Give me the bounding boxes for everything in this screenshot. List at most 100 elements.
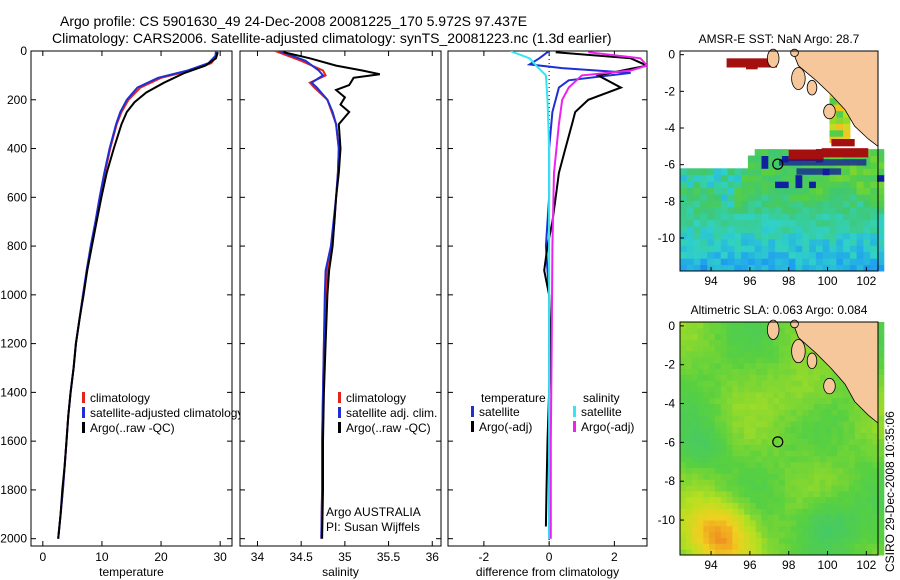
sla-cell [825,391,832,399]
sla-cell [802,380,809,387]
sst-cell [822,174,830,182]
sla-cell [808,456,815,463]
sla-cell [796,543,803,550]
sst-cell [802,219,810,227]
sla-cell [854,403,861,410]
sla-cell [685,327,693,335]
sla-cell [866,496,873,503]
sla-cell [691,456,698,463]
sla-cell [779,391,786,399]
sst-cell [693,168,701,176]
sst-cell [870,245,878,253]
sst-cell [856,245,864,253]
sla-cell [878,327,885,335]
sla-cell [732,421,739,428]
sla-cell [866,485,873,492]
sla-cell [709,531,716,538]
sla-cell [767,496,774,503]
sst-cell [686,187,695,195]
sst-cell [802,264,810,272]
sst-cell [768,149,776,156]
sla-cell [831,374,838,381]
sst-cell [714,219,722,227]
sla-cell [685,444,693,451]
sla-cell [738,327,745,335]
sla-cell [808,514,815,521]
sla-cell [790,490,797,498]
sst-cell [775,161,783,169]
sla-cell [703,461,710,469]
difference-series-line [549,51,647,539]
sla-cell [703,356,710,364]
sla-cell [878,415,885,422]
sst-cell [714,226,722,233]
sla-cell [813,485,821,492]
sst-cell [768,200,776,208]
side-timestamp: CSIRO 29-Dec-2008 10:35:06 [883,411,897,572]
sla-cell [709,444,716,451]
sla-cell [726,386,733,393]
sst-cell [680,181,688,189]
sla-cell [773,450,780,457]
sla-cell [738,479,745,486]
sla-cell [825,531,832,538]
sla-cell [866,461,873,469]
temperature-legend-entry-swatch [82,392,85,403]
sla-cell [773,368,780,375]
sla-cell [779,479,786,486]
sst-cell [680,200,688,208]
sst-cell [686,264,695,272]
salinity-annotation-line2: PI: Susan Wijffels [326,520,420,534]
sla-cell [843,525,850,533]
sla-cell [808,479,815,486]
sst-cell [761,200,769,208]
sla-cell [767,444,774,451]
sla-cell [691,508,698,515]
salinity-xtick-label: 35 [338,550,352,564]
sla-cell [709,380,716,387]
sla-cell [779,386,786,393]
sst-cell [720,219,729,227]
sst-cell [714,206,722,214]
sla-cell [761,537,768,544]
sla-cell [813,368,821,375]
temperature-ytick-label: 1800 [0,483,27,497]
sla-cell [703,450,710,457]
sla-cell [872,432,879,439]
sst-cell [815,194,824,201]
sst-cell [856,187,864,195]
sst-cell [877,264,885,272]
sla-cell [831,496,838,503]
sst-cell [720,181,729,189]
sla-cell [738,374,745,381]
sla-cell [720,444,728,451]
sla-cell [819,531,827,538]
sst-cell [727,251,735,259]
sla-cell [755,403,762,410]
sst-cell [680,213,688,221]
sst-cell [815,200,824,208]
sst-cell [870,200,878,208]
sst-cell [754,232,762,240]
sla-cell [813,490,821,498]
sst-cell [829,174,837,182]
sla-cell [825,403,832,410]
sla-cell [680,490,687,498]
sla-cell [726,549,733,556]
sst-cell [843,187,851,195]
sst-cell [714,238,722,246]
sla_map-xtick-label: 98 [782,558,796,572]
sla-cell [697,415,704,422]
sla-cell [749,514,757,521]
sla-cell [878,368,885,375]
sla-cell [749,426,757,434]
sst-cell [802,206,810,214]
sla-cell [825,473,832,480]
sla-cell [784,415,792,422]
sst-cell [856,238,864,246]
sla-cell [732,397,739,404]
sla-cell [761,374,768,381]
sla-cell [726,485,733,492]
sst-cell [714,251,722,259]
sst-cell [809,226,817,233]
